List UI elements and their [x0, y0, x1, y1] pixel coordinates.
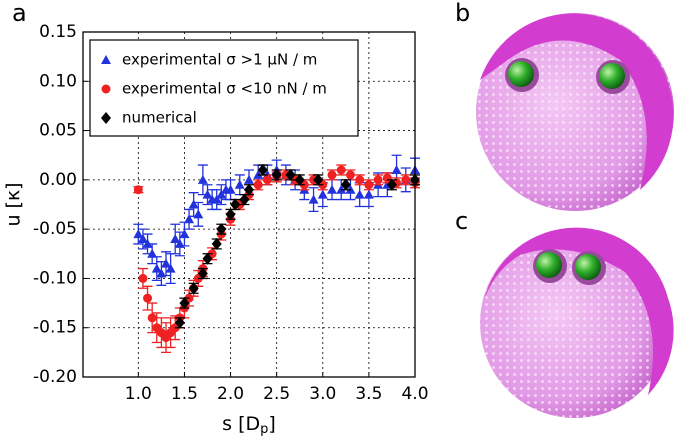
data-point [211, 237, 222, 250]
y-axis-label: u [κ] [3, 182, 25, 226]
data-point [253, 180, 263, 190]
x-tick-label: 2.5 [263, 384, 290, 404]
data-point [137, 234, 148, 243]
panel-label: c [455, 207, 468, 235]
data-point [327, 184, 337, 194]
data-point [225, 184, 236, 194]
data-point [336, 165, 346, 175]
data-point [174, 316, 185, 329]
data-point [211, 194, 222, 204]
y-tick-label: 0.05 [39, 121, 77, 141]
data-point [363, 189, 374, 199]
data-point [147, 248, 158, 258]
data-point [285, 168, 296, 181]
x-tick-label: 1.5 [171, 384, 198, 404]
y-tick-label: -0.15 [33, 318, 77, 338]
data-point [197, 267, 208, 280]
data-point [327, 170, 337, 180]
data-point [340, 178, 351, 191]
data-point [386, 178, 397, 191]
data-point [317, 189, 328, 199]
data-point [133, 229, 144, 239]
vesicle-c [480, 227, 674, 418]
legend-marker [101, 84, 111, 94]
data-point [170, 234, 181, 243]
data-point [234, 179, 245, 189]
data-point [147, 313, 157, 323]
data-point [179, 297, 190, 310]
x-tick-label: 1.0 [125, 384, 152, 404]
legend-label: experimental σ <10 nN / m [122, 80, 327, 98]
data-point [202, 252, 213, 265]
data-point [188, 282, 199, 295]
plot-area: 0.15 0.10 0.05 0.00 -0.05 -0.10 -0.15 -0.20 1.0 1… [3, 22, 429, 437]
data-point [308, 194, 319, 204]
data-point [345, 170, 355, 180]
panel-label: b [455, 0, 470, 27]
y-tick-label: 0.10 [39, 71, 77, 91]
y-tick-label: 0.15 [39, 22, 77, 42]
data-point [133, 185, 143, 195]
legend-marker [101, 55, 111, 64]
data-point [143, 293, 153, 303]
x-axis-label-part: ] [268, 413, 275, 435]
panel-label: a [12, 0, 27, 27]
x-axis-label-part: s [D [222, 413, 260, 435]
x-tick-label: 2.0 [217, 384, 244, 404]
data-point [184, 214, 195, 224]
x-axis-label: s [Dp] [222, 413, 276, 437]
data-point [179, 229, 190, 239]
data-point [202, 189, 213, 199]
x-tick-label: 4.0 [401, 384, 428, 404]
data-point [244, 183, 254, 196]
data-point [244, 174, 254, 184]
legend-label: numerical [122, 109, 197, 127]
plot-frame [82, 31, 416, 378]
legend-label: experimental σ >1 μN / m [122, 51, 317, 69]
data-point [138, 273, 148, 283]
data-point [193, 209, 204, 219]
data-point [294, 173, 305, 186]
data-point [230, 198, 241, 211]
vesicle-b [476, 13, 674, 211]
x-tick-label: 3.0 [309, 384, 336, 404]
legend-box [89, 39, 359, 137]
data-point [216, 189, 227, 199]
data-point [401, 175, 411, 185]
data-point [197, 174, 208, 184]
data-point [373, 175, 383, 185]
data-point [313, 173, 324, 186]
data-point [151, 263, 162, 273]
data-point [165, 263, 176, 273]
data-point [364, 180, 374, 190]
data-point [354, 189, 365, 199]
data-point [355, 175, 365, 185]
data-point [262, 175, 272, 185]
y-tick-label: -0.05 [33, 219, 77, 239]
data-point [225, 208, 236, 221]
y-tick-label: -0.10 [33, 268, 77, 288]
data-point [391, 165, 402, 174]
legend-marker [101, 112, 111, 124]
data-point [257, 164, 268, 176]
y-tick-label: 0.00 [39, 170, 77, 190]
y-tick-label: -0.20 [33, 367, 77, 387]
x-tick-label: 3.5 [355, 384, 382, 404]
data-point [271, 168, 282, 181]
data-point [216, 223, 227, 236]
data-point [239, 193, 250, 206]
x-axis-label-part: p [260, 422, 268, 437]
data-point [161, 258, 171, 268]
data-point [188, 199, 199, 209]
